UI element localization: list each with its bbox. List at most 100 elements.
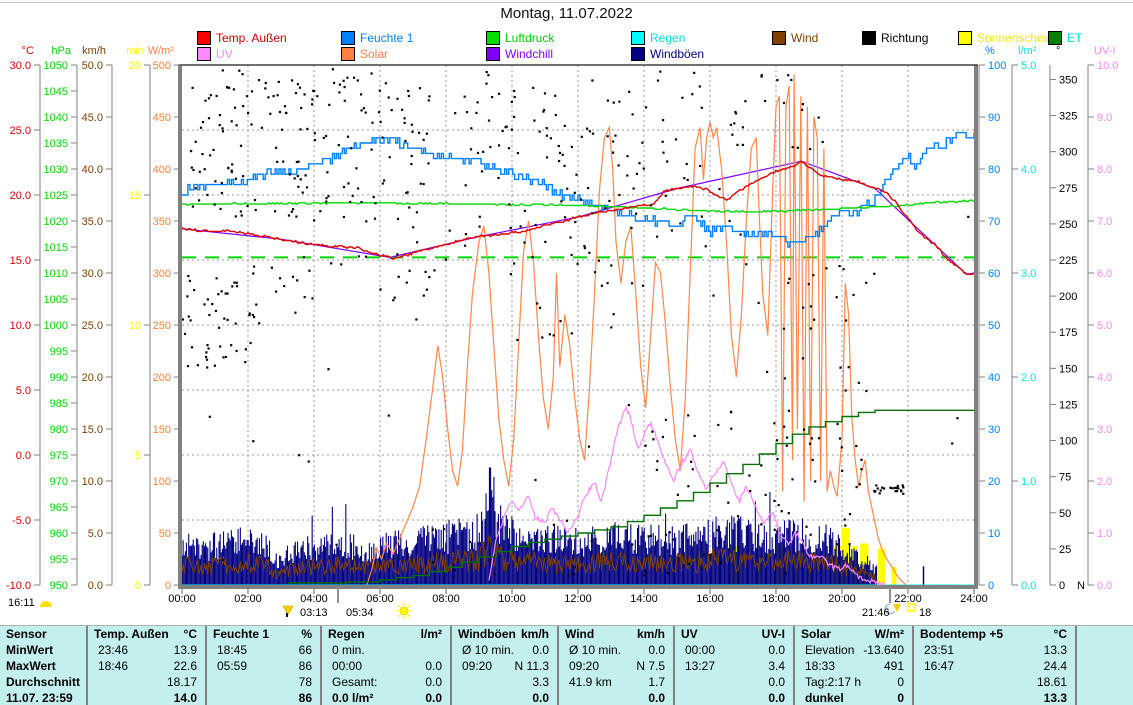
- direction-dot: [782, 327, 785, 330]
- direction-dot: [370, 72, 373, 75]
- direction-dot: [242, 175, 245, 178]
- direction-dot: [198, 170, 201, 173]
- direction-dot: [612, 151, 615, 154]
- direction-dot: [319, 210, 322, 213]
- direction-dot: [296, 174, 299, 178]
- direction-dot: [813, 318, 816, 321]
- direction-dot: [187, 274, 190, 278]
- direction-dot: [513, 95, 516, 99]
- direction-dot: [331, 68, 334, 71]
- legend-color-swatch: [631, 47, 645, 61]
- direction-dot: [415, 318, 418, 321]
- sunset-time: 21:46: [862, 607, 890, 619]
- series-uv: [488, 404, 886, 585]
- column-unit: °C: [183, 627, 197, 641]
- direction-dot: [513, 262, 516, 265]
- column-title: UV: [681, 627, 698, 641]
- cell-time: [452, 674, 462, 690]
- table-cell: [1077, 674, 1133, 690]
- direction-dot: [818, 437, 821, 440]
- direction-dot: [299, 178, 302, 181]
- direction-dot: [741, 143, 744, 146]
- direction-dot: [313, 132, 316, 135]
- direction-dot: [356, 79, 359, 82]
- direction-dot: [801, 108, 804, 111]
- legend-color-swatch: [631, 31, 645, 45]
- direction-dot: [306, 127, 309, 130]
- axis-tick-label: 100: [1059, 436, 1077, 448]
- axis-tick-label: 1010: [44, 268, 68, 280]
- direction-dot: [298, 454, 301, 457]
- direction-dot: [493, 573, 496, 576]
- direction-dot: [802, 306, 805, 309]
- direction-dot: [685, 162, 688, 166]
- column-title: Feuchte 1: [213, 627, 270, 641]
- direction-dot: [504, 126, 507, 129]
- direction-dot: [852, 293, 855, 297]
- direction-dot: [544, 240, 547, 243]
- direction-dot: [841, 469, 844, 472]
- column-header: Solar W/m²: [795, 626, 912, 642]
- direction-dot: [897, 487, 900, 490]
- direction-dot: [591, 132, 595, 135]
- direction-dot: [617, 164, 620, 167]
- axis-tick-label: 50: [988, 320, 1000, 332]
- cell-time: 09:20: [569, 659, 600, 673]
- direction-dot: [250, 90, 254, 93]
- direction-dot: [728, 219, 731, 223]
- axis-tick-label: 6.0: [1097, 268, 1112, 280]
- axis-tick-label: 175: [1059, 327, 1077, 339]
- direction-dot: [213, 203, 216, 206]
- axis-tick-label: 0: [1059, 580, 1065, 592]
- sun-ray: [397, 614, 401, 618]
- direction-dot: [593, 271, 597, 274]
- direction-dot: [230, 344, 233, 347]
- direction-dot: [835, 296, 838, 299]
- column-unit: km/h: [636, 627, 665, 641]
- axis-tick-label: 1005: [44, 294, 68, 306]
- direction-dot: [245, 95, 249, 98]
- axis-tick-label: 0.0: [1021, 580, 1036, 592]
- axis-tick-label: 35.0: [82, 216, 103, 228]
- direction-dot: [875, 484, 878, 487]
- axis-tick-label: 1015: [44, 242, 68, 254]
- direction-dot: [618, 193, 621, 197]
- cell-time: 00:00: [685, 643, 716, 657]
- axis-tick-label: 0: [165, 580, 171, 592]
- direction-dot: [198, 199, 201, 202]
- cell-time: 23:46: [98, 643, 129, 657]
- direction-dot: [716, 485, 719, 488]
- cell-value: -13.640: [863, 643, 904, 657]
- direction-dot: [791, 146, 794, 149]
- direction-dot: [509, 273, 512, 276]
- direction-dot: [251, 313, 254, 317]
- table-cell: 05:59 86: [207, 658, 320, 674]
- direction-dot: [192, 168, 195, 172]
- direction-dot: [410, 123, 413, 126]
- axis-tick-label: 10.0: [1097, 60, 1118, 72]
- direction-dot: [464, 244, 467, 247]
- direction-dot: [627, 404, 630, 407]
- direction-dot: [650, 204, 653, 207]
- axis-unit-W/m²: W/m²: [148, 45, 175, 57]
- direction-dot: [209, 94, 212, 97]
- direction-dot: [208, 415, 211, 418]
- table-cell: 78: [207, 674, 320, 690]
- legend-label: UV: [216, 47, 233, 61]
- direction-dot: [626, 174, 629, 177]
- direction-dot: [614, 134, 617, 137]
- axis-unit-km/h: km/h: [82, 45, 106, 57]
- table-cell: 0.0 l/m² 0.0: [322, 690, 450, 705]
- column-unit: l/m²: [420, 627, 442, 641]
- direction-dot: [844, 389, 847, 392]
- axis-tick-label: 5: [135, 450, 141, 462]
- legend-label: Windböen: [650, 47, 705, 61]
- table-column-sensor: Sensor MinWert MaxWert Durchschnitt 11.07. 2…: [0, 626, 86, 705]
- sun-ray: [397, 604, 401, 608]
- direction-dot: [208, 313, 211, 317]
- direction-dot: [838, 265, 841, 268]
- legend-item-sonnenschein: Sonnenschein: [958, 31, 1053, 45]
- direction-dot: [839, 366, 842, 369]
- direction-dot: [231, 163, 234, 166]
